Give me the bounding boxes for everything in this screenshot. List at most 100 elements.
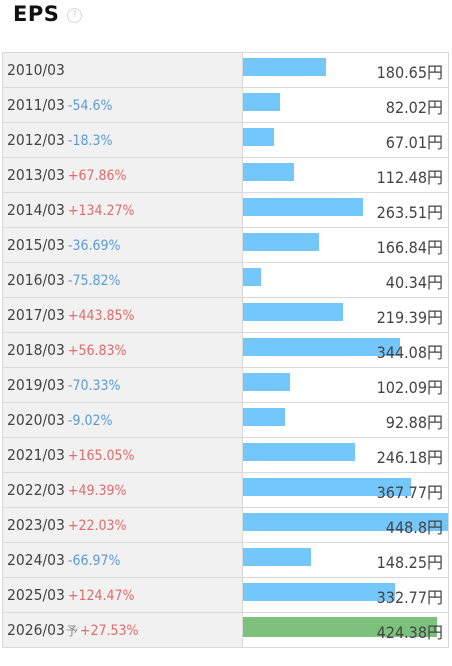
table-row: 2017/03 +443.85% 219.39円 — [2, 297, 449, 333]
fiscal-year-cell: 2026/03予 +27.53% — [2, 612, 243, 648]
table-row: 2018/03 +56.83% 344.08円 — [2, 332, 449, 368]
eps-value: 40.34円 — [385, 273, 443, 292]
table-row: 2024/03 -66.97% 148.25円 — [2, 542, 449, 578]
eps-bar — [243, 58, 326, 76]
yoy-change: +56.83% — [67, 343, 127, 359]
fiscal-year-cell: 2014/03 +134.27% — [2, 192, 243, 228]
yoy-change: +67.86% — [67, 168, 127, 184]
table-row: 2026/03予 +27.53% 424.38円 — [2, 612, 449, 648]
fiscal-year-cell: 2020/03 -9.02% — [2, 402, 243, 438]
eps-value-cell: 112.48円 — [242, 157, 449, 193]
fiscal-year-label: 2026/03 — [7, 621, 65, 639]
yoy-change: -66.97% — [67, 553, 121, 569]
fiscal-year-label: 2014/03 — [7, 201, 65, 219]
eps-bar — [243, 548, 311, 566]
eps-value-cell: 92.88円 — [242, 402, 449, 438]
fiscal-year-cell: 2025/03 +124.47% — [2, 577, 243, 613]
fiscal-year-cell: 2015/03 -36.69% — [2, 227, 243, 263]
fiscal-year-cell: 2021/03 +165.05% — [2, 437, 243, 473]
table-row: 2015/03 -36.69% 166.84円 — [2, 227, 449, 263]
fiscal-year-label: 2011/03 — [7, 96, 65, 114]
eps-value-cell: 424.38円 — [242, 612, 449, 648]
eps-bar — [243, 198, 363, 216]
table-row: 2022/03 +49.39% 367.77円 — [2, 472, 449, 508]
forecast-marker: 予 — [65, 624, 78, 638]
yoy-change: +27.53% — [79, 623, 139, 639]
eps-value-cell: 82.02円 — [242, 87, 449, 123]
yoy-change: +134.27% — [67, 203, 135, 219]
fiscal-year-cell: 2017/03 +443.85% — [2, 297, 243, 333]
eps-bar — [243, 163, 294, 181]
eps-value: 148.25円 — [376, 553, 443, 572]
eps-value: 180.65円 — [376, 63, 443, 82]
fiscal-year-cell: 2023/03 +22.03% — [2, 507, 243, 543]
eps-value-cell: 344.08円 — [242, 332, 449, 368]
help-icon[interactable]: ? — [67, 8, 82, 23]
table-row: 2020/03 -9.02% 92.88円 — [2, 402, 449, 438]
eps-value: 367.77円 — [376, 483, 443, 502]
eps-bar — [243, 128, 274, 146]
eps-value-cell: 332.77円 — [242, 577, 449, 613]
eps-bar — [243, 408, 285, 426]
table-row: 2012/03 -18.3% 67.01円 — [2, 122, 449, 158]
table-row: 2014/03 +134.27% 263.51円 — [2, 192, 449, 228]
fiscal-year-label: 2013/03 — [7, 166, 65, 184]
eps-value: 166.84円 — [376, 238, 443, 257]
eps-value: 424.38円 — [376, 623, 443, 642]
eps-value-cell: 448.8円 — [242, 507, 449, 543]
eps-value: 448.8円 — [385, 518, 443, 537]
fiscal-year-label: 2021/03 — [7, 446, 65, 464]
table-row: 2016/03 -75.82% 40.34円 — [2, 262, 449, 298]
yoy-change: +165.05% — [67, 448, 135, 464]
eps-value: 263.51円 — [376, 203, 443, 222]
yoy-change: -54.6% — [67, 98, 113, 114]
table-row: 2019/03 -70.33% 102.09円 — [2, 367, 449, 403]
eps-value-cell: 219.39円 — [242, 297, 449, 333]
eps-header: EPS ? — [0, 0, 452, 52]
yoy-change: -75.82% — [67, 273, 121, 289]
yoy-change: -70.33% — [67, 378, 121, 394]
fiscal-year-label: 2012/03 — [7, 131, 65, 149]
fiscal-year-cell: 2018/03 +56.83% — [2, 332, 243, 368]
fiscal-year-cell: 2016/03 -75.82% — [2, 262, 243, 298]
eps-bar — [243, 443, 355, 461]
eps-value: 67.01円 — [385, 133, 443, 152]
yoy-change: +443.85% — [67, 308, 135, 324]
eps-value-cell: 148.25円 — [242, 542, 449, 578]
table-row: 2010/03 180.65円 — [2, 52, 449, 88]
fiscal-year-label: 2016/03 — [7, 271, 65, 289]
eps-bar — [243, 268, 261, 286]
yoy-change: -36.69% — [67, 238, 121, 254]
eps-value: 102.09円 — [376, 378, 443, 397]
eps-value: 112.48円 — [376, 168, 443, 187]
fiscal-year-label: 2025/03 — [7, 586, 65, 604]
eps-bar — [243, 478, 411, 496]
fiscal-year-label: 2019/03 — [7, 376, 65, 394]
table-row: 2011/03 -54.6% 82.02円 — [2, 87, 449, 123]
fiscal-year-cell: 2019/03 -70.33% — [2, 367, 243, 403]
fiscal-year-label: 2023/03 — [7, 516, 65, 534]
table-row: 2023/03 +22.03% 448.8円 — [2, 507, 449, 543]
eps-value: 344.08円 — [376, 343, 443, 362]
eps-forecast-bar — [243, 617, 437, 637]
fiscal-year-label: 2018/03 — [7, 341, 65, 359]
fiscal-year-cell: 2011/03 -54.6% — [2, 87, 243, 123]
eps-bar — [243, 233, 319, 251]
eps-value-cell: 367.77円 — [242, 472, 449, 508]
eps-table: 2010/03 180.65円 2011/03 -54.6% 82.02円 2012/03… — [2, 52, 449, 648]
yoy-change: +124.47% — [67, 588, 135, 604]
eps-value-cell: 246.18円 — [242, 437, 449, 473]
page-title: EPS — [13, 2, 60, 26]
table-row: 2025/03 +124.47% 332.77円 — [2, 577, 449, 613]
eps-value: 246.18円 — [376, 448, 443, 467]
eps-value: 92.88円 — [385, 413, 443, 432]
fiscal-year-label: 2024/03 — [7, 551, 65, 569]
eps-bar — [243, 93, 280, 111]
eps-value-cell: 102.09円 — [242, 367, 449, 403]
fiscal-year-cell: 2024/03 -66.97% — [2, 542, 243, 578]
table-row: 2021/03 +165.05% 246.18円 — [2, 437, 449, 473]
eps-bar — [243, 303, 343, 321]
eps-value-cell: 67.01円 — [242, 122, 449, 158]
eps-bar — [243, 583, 395, 601]
eps-bar — [243, 338, 400, 356]
